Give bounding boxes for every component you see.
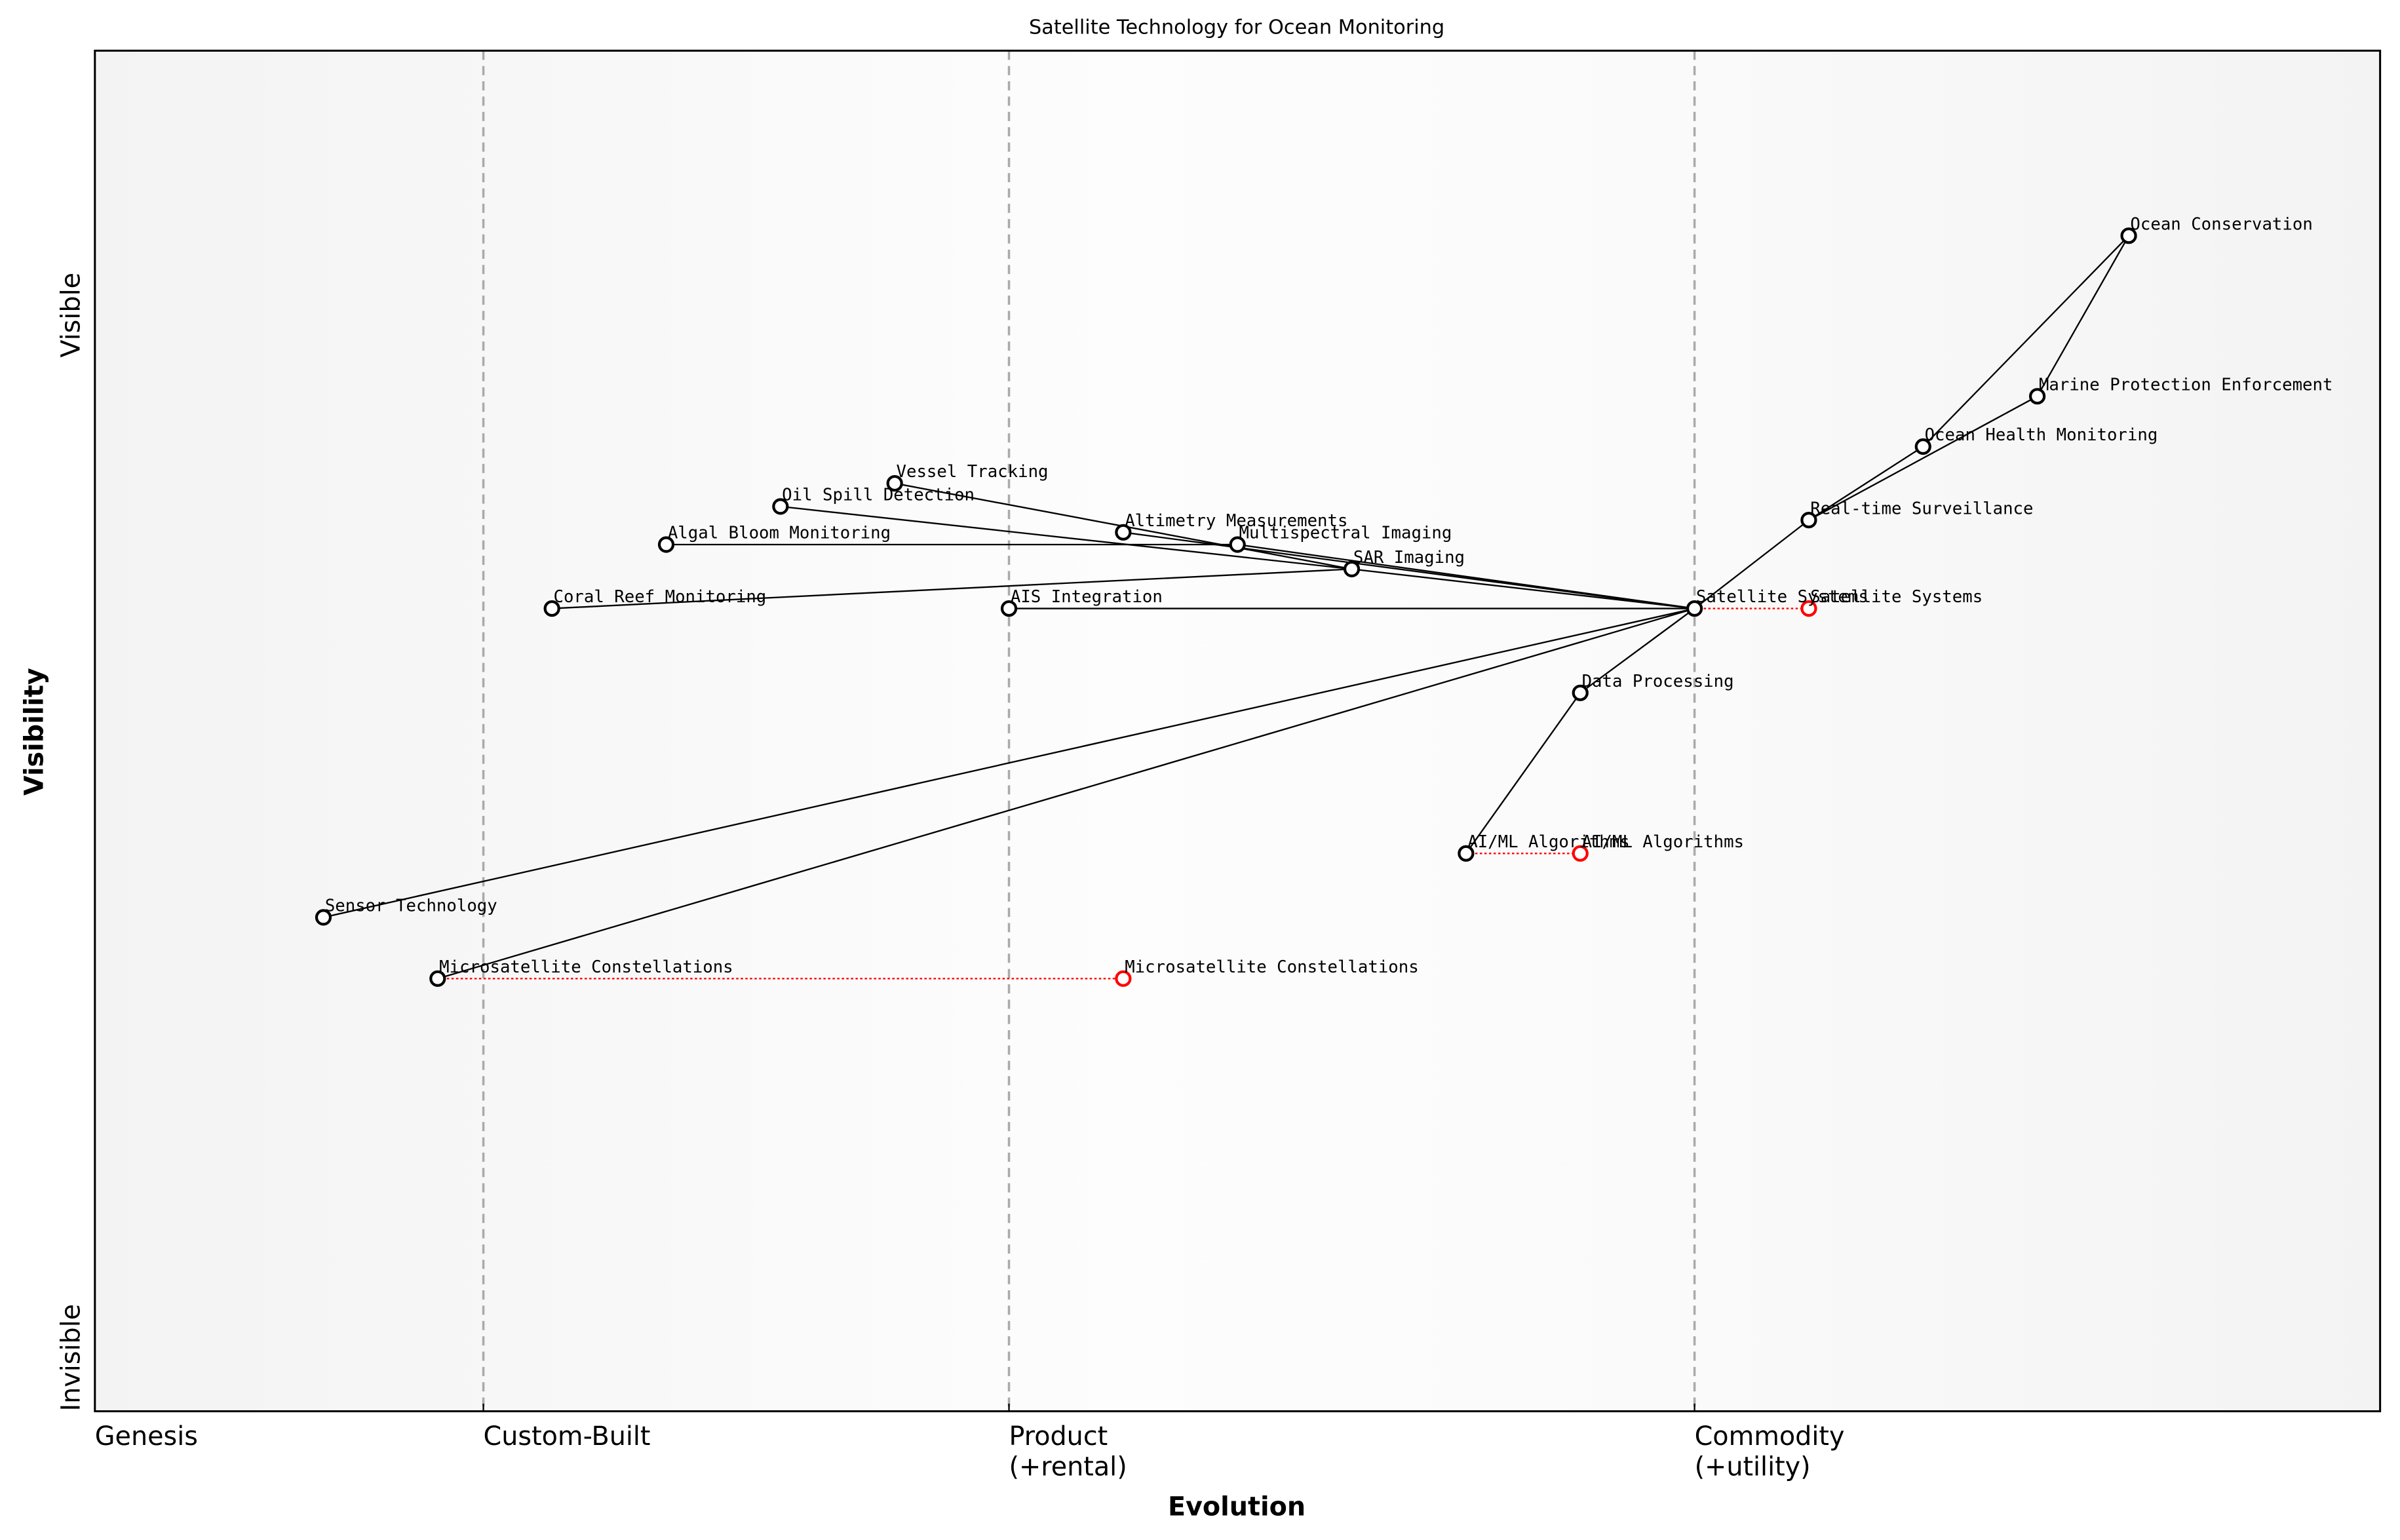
link: [1694, 519, 1810, 609]
component: [772, 498, 789, 515]
component-label: Ocean Health Monitoring: [1925, 425, 2158, 445]
component-label: Real-time Surveillance: [1810, 499, 2033, 518]
x-tick-label-line: Commodity: [1695, 1421, 1845, 1452]
link: [1808, 446, 1924, 521]
link: [780, 505, 1352, 570]
x-tick-label-line: (+rental): [1009, 1452, 1127, 1482]
component: [1572, 684, 1589, 701]
evolve-label: AI/ML Algorithms: [1582, 832, 1744, 852]
evolve-label: Microsatellite Constellations: [1125, 957, 1419, 977]
component-label: Microsatellite Constellations: [439, 957, 733, 977]
component: [1115, 524, 1132, 541]
chart-title: Satellite Technology for Ocean Monitorin…: [1029, 16, 1444, 39]
component: [315, 909, 332, 926]
link: [2036, 235, 2130, 397]
component: [886, 474, 903, 492]
component: [543, 600, 560, 617]
link: [323, 607, 1695, 919]
x-axis-title: Evolution: [1168, 1492, 1306, 1522]
component: [1914, 438, 1931, 455]
x-tick-label-line: Genesis: [95, 1421, 198, 1452]
x-tick-label: Custom-Built: [484, 1421, 651, 1452]
component-label: Oil Spill Detection: [782, 486, 975, 505]
link: [437, 607, 1695, 980]
component-label: Data Processing: [1582, 672, 1734, 691]
component: [2029, 388, 2046, 405]
component: [1000, 600, 1018, 617]
component: [1800, 512, 1817, 529]
evolve-label: Satellite Systems: [1810, 587, 1983, 607]
component-label: Vessel Tracking: [897, 462, 1049, 482]
component-label: Multispectral Imaging: [1239, 524, 1452, 543]
evolve-point: [1572, 845, 1589, 862]
component: [657, 536, 675, 553]
y-tick-label: Invisible: [56, 1304, 86, 1412]
x-tick-label-line: Product: [1009, 1421, 1108, 1452]
component: [1458, 845, 1475, 862]
y-axis-title: Visibility: [19, 668, 49, 796]
component-label: Ocean Conservation: [2130, 214, 2312, 234]
link: [1922, 235, 2129, 448]
evolve-point: [1800, 600, 1817, 617]
link: [552, 568, 1352, 609]
component-label: Coral Reef Monitoring: [554, 587, 767, 607]
evolve-point: [1115, 970, 1132, 987]
x-tick-label-line: (+utility): [1695, 1452, 1811, 1482]
link: [1351, 568, 1695, 609]
component: [2120, 227, 2137, 244]
component-label: Satellite Systems: [1696, 587, 1868, 607]
component: [1229, 536, 1246, 553]
component-label: AIS Integration: [1011, 587, 1163, 607]
link: [1579, 607, 1695, 694]
link: [1465, 692, 1581, 854]
y-tick-label: Visible: [56, 273, 86, 358]
component-label: Altimetry Measurements: [1125, 511, 1347, 531]
component: [1343, 560, 1361, 577]
component-label: Algal Bloom Monitoring: [668, 524, 891, 543]
component-label: SAR Imaging: [1353, 548, 1465, 568]
component-label: Sensor Technology: [325, 896, 497, 916]
component: [1686, 600, 1703, 617]
x-tick-label: Commodity (+utility): [1695, 1421, 1845, 1482]
x-tick-label: Genesis: [95, 1421, 198, 1452]
plot-frame: [94, 49, 2382, 1413]
x-tick-label-line: Custom-Built: [484, 1421, 651, 1452]
x-tick-label: Product (+rental): [1009, 1421, 1127, 1482]
plot-background: [94, 50, 2380, 1412]
component-label: Marine Protection Enforcement: [2039, 375, 2333, 395]
component-label: AI/ML Algorithms: [1467, 832, 1629, 852]
link: [1808, 395, 2038, 521]
component: [429, 970, 446, 987]
